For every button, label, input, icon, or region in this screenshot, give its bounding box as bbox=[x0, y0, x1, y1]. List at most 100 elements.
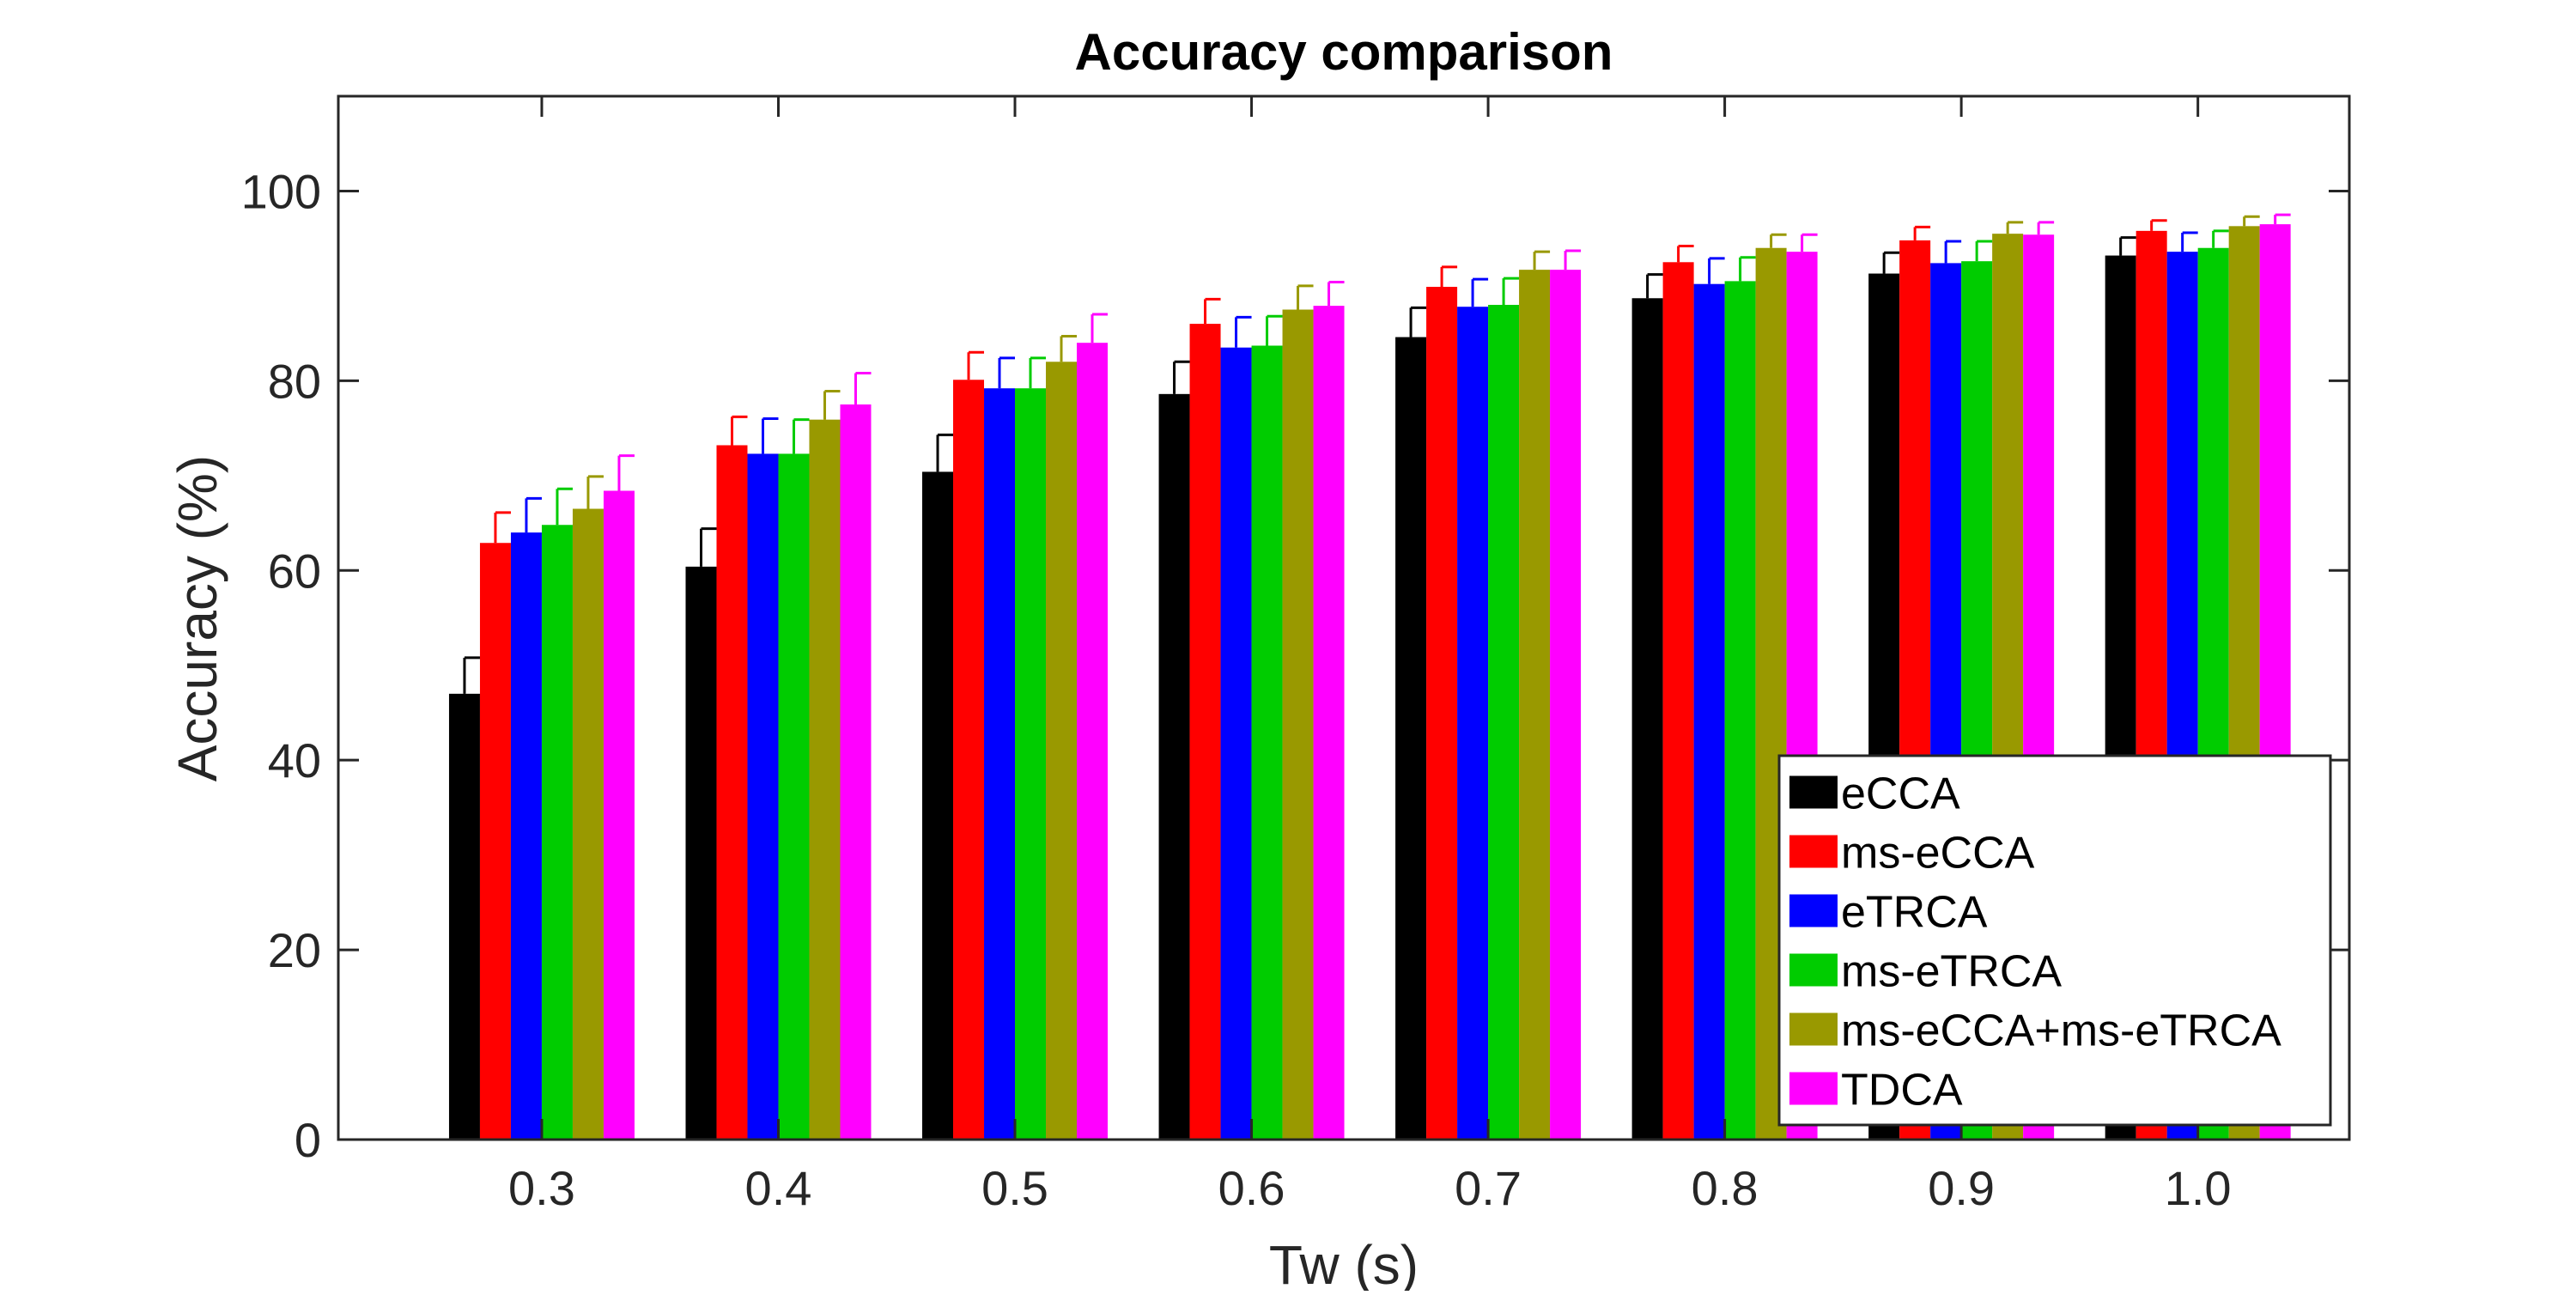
error-bar-eCCA-0.3 bbox=[463, 656, 480, 694]
x-tick-label: 0.3 bbox=[508, 1161, 575, 1215]
y-tick-label: 0 bbox=[295, 1113, 321, 1167]
error-bar-ms-eTRCA-0.5 bbox=[1029, 356, 1047, 389]
error-bar-eCCA-0.8 bbox=[1646, 273, 1663, 299]
bar-ms-eCCA-0.7 bbox=[1426, 287, 1458, 1140]
error-bar-eTRCA-1.0 bbox=[2181, 231, 2198, 252]
error-bar-eCCA-1.0 bbox=[2119, 236, 2136, 256]
bar-ms-eCCA-0.6 bbox=[1189, 324, 1221, 1140]
bar-ms-eCCA-0.8 bbox=[1662, 262, 1694, 1140]
error-bar-ms-eCCA+ms-eTRCA-0.5 bbox=[1060, 334, 1078, 362]
error-bar-TDCA-0.6 bbox=[1327, 280, 1345, 307]
bar-TDCA-0.5 bbox=[1077, 343, 1109, 1140]
bar-TDCA-0.6 bbox=[1313, 306, 1345, 1140]
error-bar-ms-eCCA-0.6 bbox=[1204, 297, 1221, 325]
error-bar-eTRCA-0.8 bbox=[1708, 257, 1725, 284]
error-bar-ms-eCCA-0.7 bbox=[1440, 265, 1458, 288]
x-tick-label: 0.6 bbox=[1218, 1161, 1285, 1215]
error-bar-TDCA-1.0 bbox=[2274, 213, 2291, 225]
bar-eTRCA-0.3 bbox=[510, 532, 542, 1140]
error-bar-eTRCA-0.9 bbox=[1944, 240, 1962, 264]
bar-eCCA-0.6 bbox=[1158, 393, 1190, 1140]
bar-ms-eTRCA-0.5 bbox=[1015, 388, 1047, 1140]
y-axis-label: Accuracy (%) bbox=[167, 455, 228, 782]
error-bar-eTRCA-0.7 bbox=[1471, 277, 1489, 307]
error-bar-eTRCA-0.3 bbox=[525, 496, 542, 533]
error-bar-TDCA-0.8 bbox=[1801, 233, 1818, 252]
error-bar-eCCA-0.5 bbox=[936, 433, 954, 472]
error-bar-ms-eCCA+ms-eTRCA-0.3 bbox=[586, 475, 604, 509]
bar-ms-eTRCA-0.3 bbox=[541, 525, 573, 1140]
error-bar-eTRCA-0.5 bbox=[998, 356, 1016, 389]
error-bar-TDCA-0.3 bbox=[617, 454, 635, 491]
legend-swatch bbox=[1789, 1072, 1838, 1105]
bar-ms-eCCA+ms-eTRCA-0.6 bbox=[1282, 309, 1314, 1140]
error-bar-ms-eCCA-0.5 bbox=[967, 350, 985, 380]
legend-swatch bbox=[1789, 775, 1838, 809]
error-bar-eCCA-0.6 bbox=[1173, 360, 1190, 394]
legend-label: eCCA bbox=[1841, 769, 1960, 819]
error-bar-ms-eCCA-0.4 bbox=[730, 415, 748, 446]
error-bar-ms-eCCA-0.3 bbox=[494, 511, 511, 544]
error-bar-TDCA-0.5 bbox=[1091, 313, 1109, 344]
y-tick-label: 60 bbox=[268, 544, 321, 598]
legend-swatch bbox=[1789, 894, 1838, 927]
bar-ms-eCCA-0.3 bbox=[479, 543, 511, 1140]
bar-ms-eTRCA-0.4 bbox=[778, 453, 810, 1140]
error-bar-ms-eTRCA-0.6 bbox=[1266, 314, 1283, 346]
bar-eCCA-0.8 bbox=[1631, 298, 1663, 1140]
error-bar-ms-eCCA+ms-eTRCA-0.9 bbox=[2006, 221, 2024, 234]
error-bars-layer bbox=[463, 213, 2291, 694]
bar-eCCA-0.3 bbox=[448, 693, 480, 1140]
error-bar-ms-eCCA+ms-eTRCA-0.6 bbox=[1297, 284, 1314, 310]
bar-ms-eTRCA-0.8 bbox=[1724, 281, 1756, 1140]
y-tick-label: 40 bbox=[268, 733, 321, 787]
bar-eCCA-0.5 bbox=[922, 471, 954, 1140]
bar-ms-eCCA+ms-eTRCA-0.4 bbox=[809, 419, 841, 1140]
x-tick-label: 0.8 bbox=[1692, 1161, 1759, 1215]
legend: eCCA ms-eCCA eTRCA ms-eTRCA ms-eCCA+ms-eTRCA… bbox=[1777, 754, 2332, 1127]
y-axis: 0 20 40 60 80 100 bbox=[241, 164, 2349, 1167]
error-bar-ms-eTRCA-0.8 bbox=[1739, 256, 1756, 282]
bar-ms-eCCA+ms-eTRCA-0.7 bbox=[1519, 270, 1551, 1140]
bar-eTRCA-0.8 bbox=[1693, 283, 1725, 1140]
error-bar-ms-eTRCA-0.7 bbox=[1502, 277, 1520, 305]
x-tick-label: 0.9 bbox=[1928, 1161, 1995, 1215]
error-bar-eTRCA-0.4 bbox=[761, 417, 779, 454]
legend-swatch bbox=[1789, 835, 1838, 868]
error-bar-ms-eTRCA-0.3 bbox=[556, 487, 573, 526]
y-tick-label: 80 bbox=[268, 354, 321, 408]
error-bar-eCCA-0.4 bbox=[699, 527, 717, 567]
bar-TDCA-0.7 bbox=[1550, 270, 1582, 1140]
error-bar-ms-eCCA-0.9 bbox=[1913, 225, 1931, 240]
error-bar-ms-eCCA+ms-eTRCA-0.8 bbox=[1770, 233, 1787, 248]
error-bar-eCCA-0.9 bbox=[1882, 251, 1900, 274]
y-tick-label: 20 bbox=[268, 923, 321, 977]
error-bar-ms-eCCA-1.0 bbox=[2150, 219, 2167, 231]
y-tick-label: 100 bbox=[241, 164, 321, 218]
error-bar-ms-eTRCA-0.4 bbox=[792, 418, 810, 454]
legend-label: TDCA bbox=[1841, 1066, 1963, 1116]
bar-eCCA-0.7 bbox=[1395, 337, 1427, 1140]
bar-ms-eCCA+ms-eTRCA-0.3 bbox=[572, 508, 604, 1140]
plot-area-frame bbox=[337, 94, 2351, 1141]
bar-eTRCA-0.5 bbox=[984, 388, 1016, 1140]
legend-label: eTRCA bbox=[1841, 888, 1988, 938]
error-bar-ms-eCCA+ms-eTRCA-0.7 bbox=[1533, 250, 1551, 271]
bar-ms-eTRCA-0.7 bbox=[1488, 305, 1520, 1140]
error-bar-eCCA-0.7 bbox=[1409, 306, 1427, 337]
bar-eTRCA-0.7 bbox=[1457, 307, 1489, 1140]
bar-eTRCA-0.4 bbox=[747, 453, 779, 1140]
bar-eCCA-0.4 bbox=[685, 566, 717, 1140]
error-bar-TDCA-0.7 bbox=[1564, 249, 1582, 271]
error-bar-ms-eTRCA-1.0 bbox=[2212, 229, 2229, 248]
legend-swatch bbox=[1789, 953, 1838, 987]
legend-label: ms-eCCA bbox=[1841, 829, 2035, 879]
legend-swatch bbox=[1789, 1012, 1838, 1046]
bar-eTRCA-0.6 bbox=[1220, 347, 1252, 1140]
bar-TDCA-0.3 bbox=[603, 490, 635, 1140]
x-axis-label: Tw (s) bbox=[1269, 1234, 1419, 1291]
bar-ms-eCCA-0.5 bbox=[953, 380, 985, 1140]
legend-box bbox=[1777, 754, 2332, 1127]
